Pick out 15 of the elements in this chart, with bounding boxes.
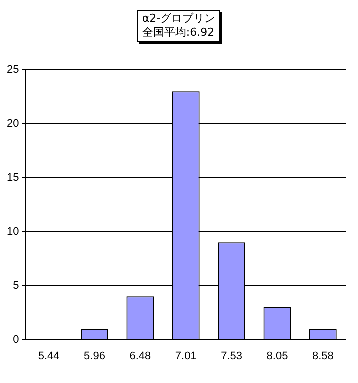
chart-title: α2-グロブリン (142, 12, 216, 26)
y-tick-label: 10 (6, 226, 20, 238)
x-tick-label: 8.05 (266, 350, 288, 362)
y-tick-label: 5 (13, 280, 20, 292)
x-tick-label: 6.48 (130, 350, 152, 362)
y-tick-label: 0 (13, 334, 20, 346)
y-tick-label: 15 (6, 172, 20, 184)
y-tick-label: 25 (6, 64, 20, 76)
x-tick-label: 7.01 (175, 350, 197, 362)
x-tick-label: 8.58 (312, 350, 334, 362)
chart-subtitle: 全国平均:6.92 (142, 26, 216, 40)
x-tick-label: 5.96 (84, 350, 106, 362)
x-tick-label: 7.53 (221, 350, 243, 362)
x-tick-label: 5.44 (38, 350, 60, 362)
y-tick-label: 20 (6, 118, 20, 130)
